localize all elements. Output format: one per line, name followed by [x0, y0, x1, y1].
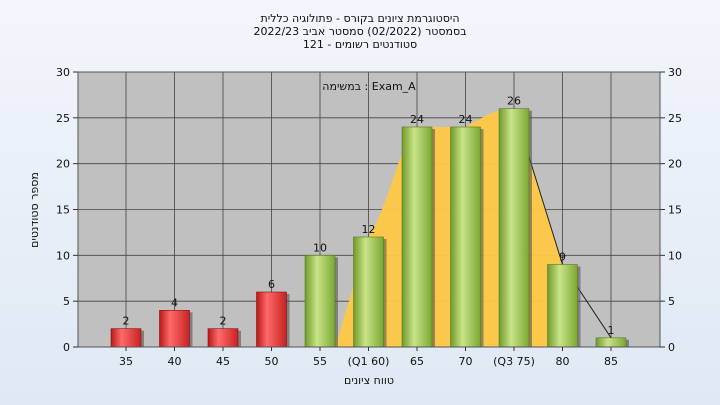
chart-title-line-2: בסמסטר (02/2022) סמסטר אביב 2022/23 [253, 25, 466, 38]
chart-title-line-1: היסטוגרמת ציונים בקורס - פתולוגיה כללית [261, 12, 460, 25]
bar-value-label: 2 [220, 315, 227, 328]
x-tick-label: 45 [216, 355, 230, 368]
bar-Q1-60 [353, 236, 384, 348]
x-axis: 35 40 45 50 55 (Q1 60) 65 70 (Q3 75) 80 85 [119, 347, 618, 368]
bar-80 [547, 264, 578, 348]
bar-value-label: 24 [410, 113, 424, 126]
y-tick-label-left: 15 [56, 204, 70, 217]
bar-value-label: 4 [171, 296, 178, 309]
x-tick-label: 70 [459, 355, 473, 368]
y-tick-label-left: 0 [63, 341, 70, 354]
bar-value-label: 10 [313, 241, 327, 254]
y-tick-label-right: 0 [668, 341, 675, 354]
x-tick-label: (Q1 60) [348, 355, 390, 368]
bar-value-label: 6 [268, 278, 275, 291]
bar-value-label: 1 [608, 324, 615, 337]
y-tick-label-right: 15 [668, 204, 682, 217]
bar-value-label: 9 [559, 251, 566, 264]
bar-65 [401, 126, 433, 348]
x-tick-label: 80 [556, 355, 570, 368]
y-tick-label-right: 5 [668, 295, 675, 308]
bar-85 [595, 337, 627, 348]
bar-Q3-75 [498, 108, 530, 348]
bar-value-label: 2 [123, 315, 130, 328]
y-tick-label-left: 20 [56, 158, 70, 171]
x-tick-label: 35 [119, 355, 133, 368]
bar-55 [304, 255, 336, 348]
exam-annotation: במשימה : Exam_A [322, 80, 416, 93]
y-tick-label-left: 10 [56, 249, 70, 262]
bar-value-label: 24 [459, 113, 473, 126]
chart-title: היסטוגרמת ציונים בקורס - פתולוגיה כללית … [253, 12, 466, 51]
y-axis-left: 0 5 10 15 20 25 30 [56, 66, 78, 354]
y-tick-label-left: 30 [56, 66, 70, 79]
y-tick-label-right: 25 [668, 112, 682, 125]
x-tick-label: 65 [410, 355, 424, 368]
bar-45 [207, 328, 239, 348]
y-tick-label-left: 25 [56, 112, 70, 125]
x-tick-label: 40 [168, 355, 182, 368]
y-tick-label-right: 20 [668, 158, 682, 171]
bar-50 [256, 291, 287, 348]
x-tick-label: 55 [313, 355, 327, 368]
bar-value-label: 26 [507, 95, 521, 108]
y-tick-label-right: 30 [668, 66, 682, 79]
x-tick-label: 50 [265, 355, 279, 368]
bar-value-label: 12 [362, 223, 376, 236]
x-tick-label: (Q3 75) [493, 355, 535, 368]
y-tick-label-left: 5 [63, 295, 70, 308]
x-axis-label: טווח ציונים [344, 374, 394, 387]
bar-70 [450, 126, 481, 348]
y-tick-label-right: 10 [668, 249, 682, 262]
bar-40 [159, 310, 190, 348]
y-axis-right: 0 5 10 15 20 25 30 [660, 66, 682, 354]
bars [110, 108, 629, 348]
chart-title-line-3: סטודנטים רשומים - 121 [303, 38, 417, 51]
y-axis-label: מספר סטודנטים [28, 172, 41, 248]
bar-35 [110, 328, 142, 348]
x-tick-label: 85 [604, 355, 618, 368]
